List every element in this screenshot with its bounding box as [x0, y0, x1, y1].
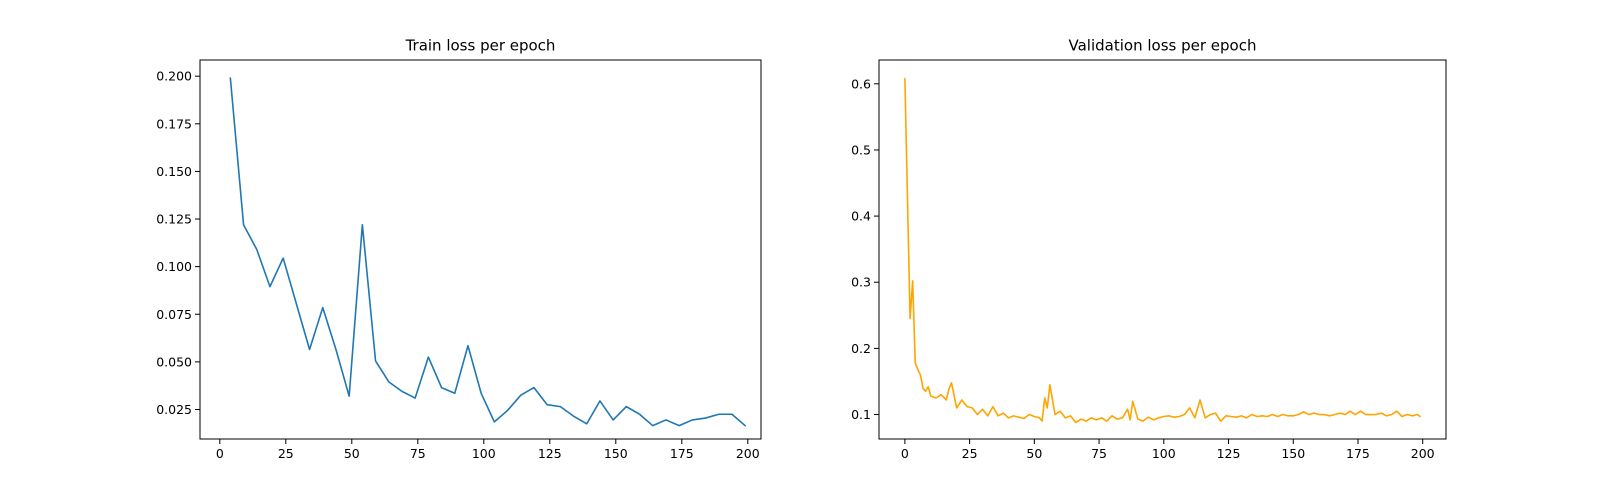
validation-loss-y-tick-label: 0.3 — [851, 275, 871, 290]
validation-loss-x-tick-label: 50 — [1026, 446, 1042, 461]
train-loss-x-tick-label: 25 — [278, 446, 294, 461]
validation-loss-x-tick-label: 200 — [1411, 446, 1435, 461]
validation-loss-x-tick-label: 150 — [1281, 446, 1305, 461]
train-loss-axes — [199, 59, 762, 440]
train-loss-y-tick-label: 0.125 — [156, 212, 192, 227]
train-loss-line — [229, 77, 746, 427]
train-loss-y-tick-label: 0.200 — [156, 69, 192, 84]
validation-loss-axes — [878, 59, 1447, 440]
train-loss-x-tick-label: 100 — [472, 446, 496, 461]
train-loss-x-tick-label: 175 — [670, 446, 694, 461]
train-loss-title: Train loss per epoch — [405, 37, 556, 55]
validation-loss-x-tick-label: 100 — [1152, 446, 1176, 461]
train-loss-ticks: 0 25 50 75 100 125 150 175 200 0.025 0.050 0.075 0.1… — [156, 69, 760, 461]
validation-loss-title: Validation loss per epoch — [1069, 37, 1257, 55]
validation-loss-ticks: 0 25 50 75 100 125 150 175 200 0.1 0.2 0.3 0.4 0.5 0.6 — [851, 76, 1435, 461]
train-loss-y-tick-label: 0.075 — [156, 307, 192, 322]
train-loss-x-tick-label: 200 — [736, 446, 760, 461]
train-loss-x-tick-label: 0 — [216, 446, 224, 461]
validation-loss-chart: Validation loss per epoch 0 25 50 75 100 125 1… — [851, 37, 1447, 461]
train-loss-x-tick-label: 150 — [604, 446, 628, 461]
train-loss-chart: Train loss per epoch 0 25 50 75 100 125 150 175… — [156, 37, 762, 461]
validation-loss-y-tick-label: 0.4 — [851, 209, 871, 224]
validation-loss-y-tick-label: 0.6 — [851, 76, 871, 91]
validation-loss-y-tick-label: 0.2 — [851, 341, 871, 356]
train-loss-y-tick-label: 0.050 — [156, 354, 192, 369]
validation-loss-x-tick-label: 125 — [1217, 446, 1241, 461]
train-loss-x-tick-label: 75 — [410, 446, 426, 461]
train-loss-y-tick-label: 0.100 — [156, 259, 192, 274]
validation-loss-line — [904, 77, 1421, 424]
validation-loss-x-tick-label: 75 — [1091, 446, 1107, 461]
validation-loss-y-tick-label: 0.5 — [851, 142, 871, 157]
validation-loss-x-tick-label: 25 — [962, 446, 978, 461]
train-loss-y-tick-label: 0.175 — [156, 116, 192, 131]
train-loss-y-tick-label: 0.025 — [156, 402, 192, 417]
train-loss-x-tick-label: 125 — [538, 446, 562, 461]
validation-loss-y-tick-label: 0.1 — [851, 407, 871, 422]
validation-loss-x-tick-label: 0 — [901, 446, 909, 461]
train-loss-y-tick-label: 0.150 — [156, 164, 192, 179]
train-loss-x-tick-label: 50 — [344, 446, 360, 461]
validation-loss-x-tick-label: 175 — [1346, 446, 1370, 461]
